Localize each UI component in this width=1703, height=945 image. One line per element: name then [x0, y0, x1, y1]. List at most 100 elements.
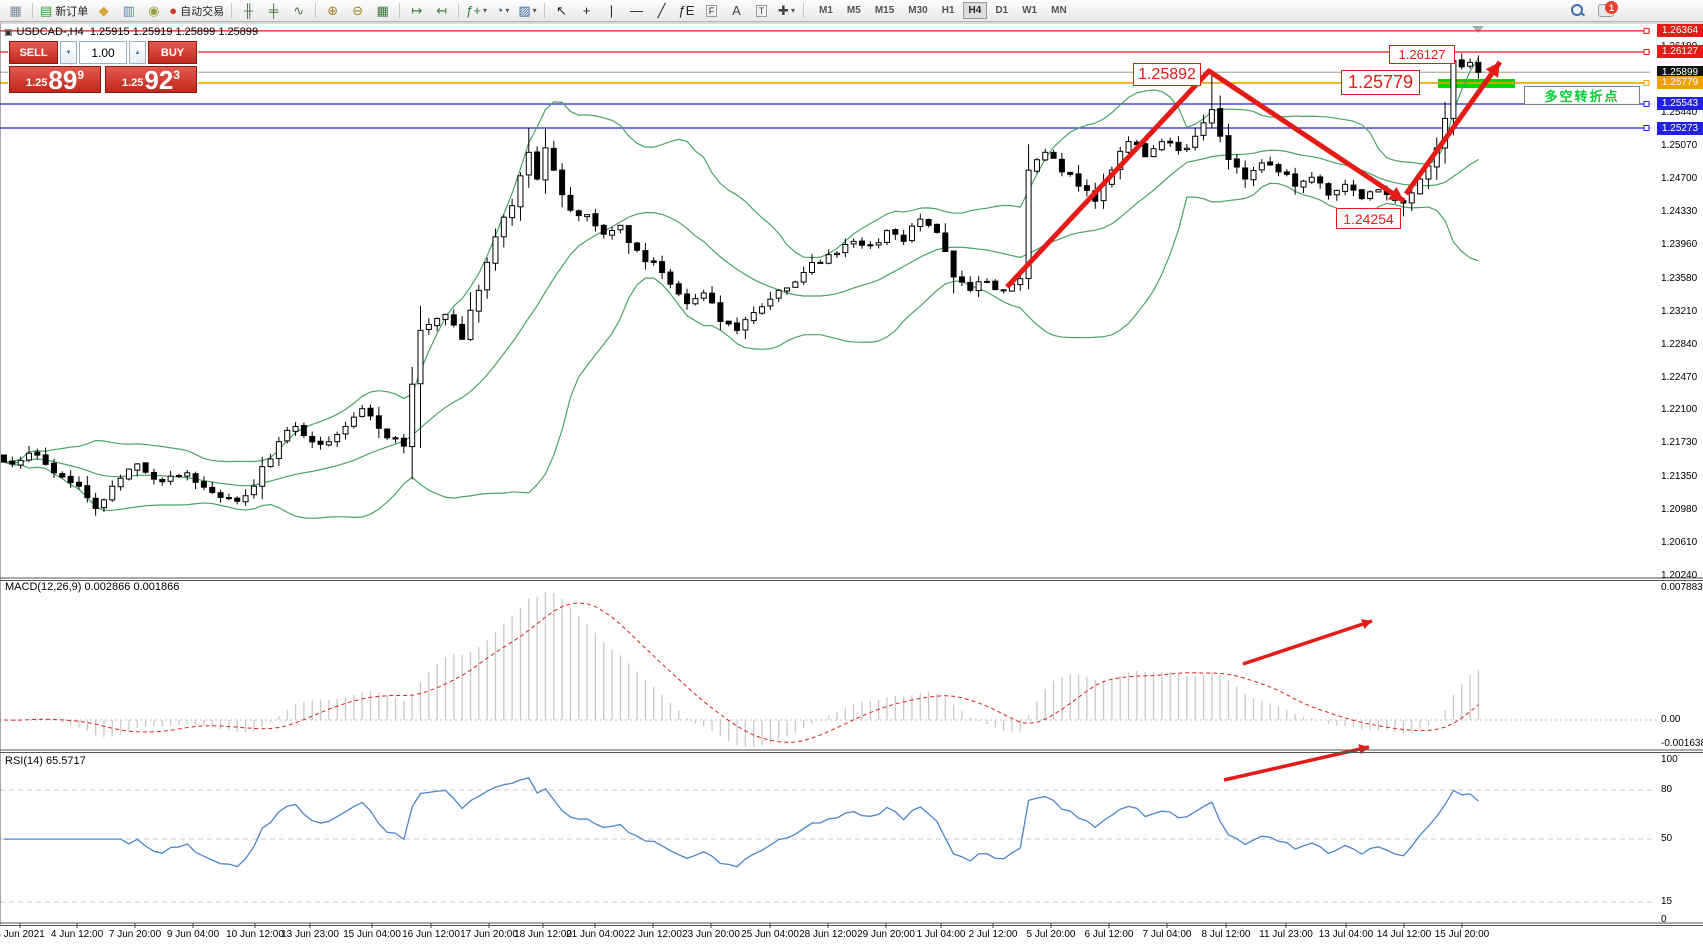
chart-ohlc: 1.25915 1.25919 1.25899 1.25899	[89, 26, 259, 38]
tile-windows-icon[interactable]: ▦	[370, 1, 395, 20]
up-arrow-icon: ▲	[134, 49, 141, 56]
line-chart-icon-glyph-icon: ∿	[293, 3, 305, 18]
auto-scroll-icon-glyph-icon: ↦	[411, 3, 423, 18]
indicator-axis-tick: 15	[1661, 896, 1673, 907]
buy-price-display[interactable]: 1.25 92 3	[105, 66, 197, 94]
indicators-glyph-icon: ƒ+	[466, 3, 481, 18]
templates-button[interactable]: ▨ ▾	[515, 1, 540, 20]
horizontal-line-glyph-icon: —	[630, 3, 643, 18]
bar-chart-icon[interactable]: ╫	[236, 1, 261, 20]
time-axis-label: 11 Jul 23:00	[1259, 929, 1313, 940]
bar-chart-icon-glyph-icon: ╫	[244, 3, 254, 18]
chart-style-icon-glyph-icon: ◆	[98, 3, 109, 18]
terminal-window-icon[interactable]: ▥	[116, 1, 141, 20]
zoom-out-icon[interactable]: ⊖	[345, 1, 370, 20]
time-axis-label: 21 Jun 04:00	[566, 929, 624, 940]
volume-input[interactable]: 1.00	[79, 41, 127, 64]
sell-price-display[interactable]: 1.25 89 9	[9, 66, 101, 94]
price-annotation[interactable]: 1.25892	[1133, 63, 1201, 86]
charts-panel-icon[interactable]: ▦	[3, 1, 28, 20]
trendline-glyph-icon: ╱	[657, 3, 666, 18]
trendline-button[interactable]: ╱	[649, 1, 674, 20]
time-axis-label: 10 Jun 12:00	[226, 929, 284, 940]
search-icon[interactable]	[1571, 4, 1585, 17]
price-axis-tick: 1.22840	[1661, 338, 1698, 350]
crosshair-button[interactable]: +	[574, 1, 599, 20]
time-axis-label: 13 Jul 04:00	[1318, 929, 1374, 940]
volume-decrease-button[interactable]: ▼	[60, 41, 77, 64]
timeframe-m1[interactable]: M1	[819, 5, 833, 16]
price-annotation[interactable]: 1.26127	[1389, 45, 1455, 64]
notifications-icon[interactable]: 1	[1598, 1, 1618, 17]
toolbar-separator	[399, 3, 401, 18]
price-annotation[interactable]: 1.25779	[1341, 70, 1420, 95]
buy-price-base: 1.25	[121, 77, 144, 89]
line-chart-icon[interactable]: ∿	[286, 1, 311, 20]
candlestick-chart-icon[interactable]: ╪	[261, 1, 286, 20]
periods-button[interactable]: ◔ ▾	[490, 1, 515, 20]
crosshair-glyph-icon: +	[582, 3, 591, 18]
auto-scroll-icon[interactable]: ↦	[404, 1, 429, 20]
zoom-out-icon-glyph-icon: ⊖	[352, 3, 364, 18]
buy-button[interactable]: BUY	[148, 41, 197, 64]
arrows-button[interactable]: ✚ ▾	[774, 1, 799, 20]
timeframe-m30[interactable]: M30	[908, 5, 928, 16]
time-axis-label: 14 Jul 12:00	[1376, 929, 1432, 940]
autotrading-button[interactable]: ● 自动交易	[166, 1, 227, 20]
chart-shift-marker[interactable]	[1472, 26, 1484, 33]
macd-indicator-label: MACD(12,26,9) 0.002866 0.001866	[5, 581, 180, 593]
timeframe-d1[interactable]: D1	[995, 5, 1009, 16]
horizontal-line-button[interactable]: —	[624, 1, 649, 20]
text-label-button[interactable]: T	[749, 1, 774, 20]
price-axis-tick: 1.24330	[1661, 205, 1698, 217]
timeframe-w1[interactable]: W1	[1022, 5, 1038, 16]
cursor-button[interactable]: ↖	[549, 1, 574, 20]
new-order-button[interactable]: ▤ 新订单	[37, 1, 91, 20]
price-axis-tick: 1.25070	[1661, 140, 1698, 152]
trend-annotation-arrows[interactable]	[1005, 60, 1503, 289]
text-label-glyph-icon: T	[755, 4, 768, 17]
vertical-line-button[interactable]: |	[599, 1, 624, 20]
price-axis-tick: 1.23580	[1661, 272, 1698, 284]
timeframe-mn[interactable]: MN	[1051, 5, 1067, 16]
indicators-button[interactable]: ƒ+ ▾	[463, 1, 490, 20]
chart-shift-icon[interactable]: ↤	[429, 1, 454, 20]
vertical-line-glyph-icon: |	[609, 3, 614, 18]
indicator-arrows[interactable]	[1223, 619, 1373, 782]
time-axis-label: 2 Jul 12:00	[968, 929, 1018, 940]
toolbar-separator	[231, 3, 233, 18]
price-level-badge: 1.25779	[1657, 76, 1703, 90]
toolbar-separator	[32, 3, 33, 18]
time-axis-label: 25 Jun 04:00	[741, 929, 799, 940]
volume-increase-button[interactable]: ▲	[129, 41, 146, 64]
templates-glyph-icon: ▨	[518, 3, 531, 18]
sell-price-point: 9	[77, 68, 85, 82]
time-axis-label: 1 Jul 04:00	[916, 929, 966, 940]
price-axis-tick: 1.25440	[1661, 107, 1698, 119]
fibonacci-button[interactable]: F	[699, 1, 724, 20]
candlestick-series	[1, 53, 1482, 516]
indicator-axis-tick: 0	[1661, 914, 1667, 925]
price-axis-tick: 1.20240	[1661, 570, 1698, 582]
chart-symbol: USDCAD-,H4	[16, 26, 84, 38]
price-annotation[interactable]: 1.24254	[1336, 208, 1401, 229]
dropdown-caret-icon: ▾	[790, 6, 795, 15]
turning-point-note[interactable]: 多空转折点	[1524, 86, 1640, 105]
timeframe-h4[interactable]: H4	[962, 2, 988, 19]
sell-button[interactable]: SELL	[9, 41, 58, 64]
equidistant-channel-button[interactable]: ƒE	[674, 1, 699, 20]
time-axis-label: 7 Jun 20:00	[108, 929, 162, 940]
time-axis-label: 16 Jun 12:00	[402, 929, 460, 940]
chart-style-icon[interactable]: ◆	[91, 1, 116, 20]
timeframe-m5[interactable]: M5	[846, 5, 861, 16]
time-axis-label: 7 Jul 04:00	[1142, 929, 1192, 940]
timeframe-h1[interactable]: H1	[941, 5, 955, 16]
time-axis-label: 17 Jun 20:00	[460, 929, 518, 940]
time-axis-label: 6 Jul 12:00	[1084, 929, 1134, 940]
text-button[interactable]: A	[724, 1, 749, 20]
periods-glyph-icon: ◔	[495, 3, 504, 18]
zoom-in-icon[interactable]: ⊕	[320, 1, 345, 20]
timeframe-m15[interactable]: M15	[874, 5, 895, 16]
signals-icon[interactable]: ◉	[141, 1, 166, 20]
